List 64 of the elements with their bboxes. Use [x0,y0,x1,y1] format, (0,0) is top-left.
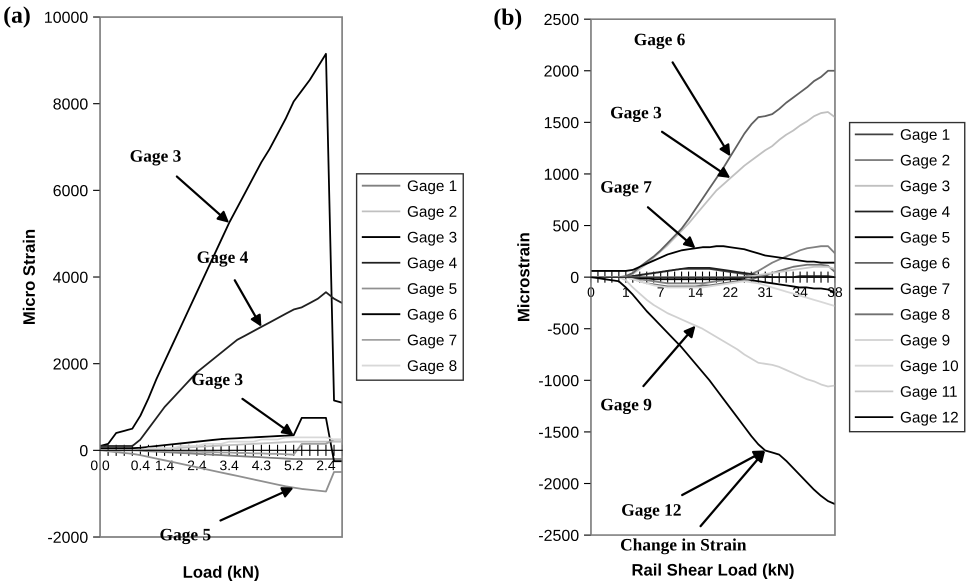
x-tick-label: 22 [723,287,738,297]
x-axis-title: Load (kN) [184,566,259,581]
x-tick-label: 3.4 [220,460,238,470]
x-tick-label: 7 [658,287,664,297]
y-tick-label: 2500 [544,14,579,26]
y-tick-label: 500 [553,220,579,232]
y-tick-label: 10000 [45,12,88,23]
legend-label: Gage 8 [900,308,950,323]
legend-label: Gage 9 [900,334,950,349]
y-tick-label: -1500 [539,426,579,438]
annotation: Gage 3 [611,106,662,122]
legend-label: Gage 3 [408,232,456,246]
annotation: Gage 6 [634,34,685,50]
y-tick-label: 0 [570,272,579,284]
x-tick-label: 0.0 [90,460,110,470]
y-tick-label: 1500 [544,116,579,128]
legend-label: Gage 6 [900,258,950,272]
annotation: Change in Strain [620,538,746,554]
legend-label: Gage 7 [900,283,950,298]
y-tick-label: 2000 [544,65,579,77]
x-tick-label: 0.4 [131,460,150,470]
y-tick-label: -2500 [539,530,579,542]
annotation: Gage 9 [601,398,652,414]
y-tick-label: 1000 [544,168,579,180]
legend-label: Gage 4 [408,257,457,272]
legend-label: Gage 1 [408,180,456,194]
legend-label: Gage 2 [408,206,456,220]
x-tick-label: 4.3 [252,460,270,470]
annotation: Gage 3 [130,150,181,166]
legend-label: Gage 1 [900,129,950,143]
x-tick-label: 2.4 [316,460,336,470]
y-tick-label: -2000 [539,478,579,490]
legend-label: Gage 4 [900,206,950,220]
chart-title: (b) [494,8,522,30]
x-tick-label: 31 [758,287,772,298]
chart-title: (a) [4,6,30,28]
legend-label: Gage 12 [900,412,958,426]
x-tick-label: 38 [828,287,842,298]
legend-label: Gage 5 [408,283,456,297]
y-tick-label: 0 [80,444,88,456]
y-tick-label: 2000 [54,358,88,370]
legend-label: Gage 2 [900,154,950,169]
x-tick-label: 14 [688,287,703,297]
annotation: Gage 7 [601,181,652,196]
y-axis-title: Micro Strain [22,230,35,324]
annotation: Gage 3 [192,374,242,389]
y-tick-label: -500 [548,323,579,335]
y-tick-label: -2000 [48,532,88,543]
legend-label: Gage 5 [900,232,950,246]
legend-label: Gage 7 [408,334,456,348]
legend-label: Gage 6 [408,308,456,323]
y-axis-title: Microstrain [517,233,530,321]
annotation: Gage 12 [622,504,681,520]
y-tick-label: -1000 [539,374,579,386]
y-tick-label: 4000 [53,272,88,283]
y-tick-label: 8000 [53,98,88,110]
y-tick-label: 6000 [54,184,88,196]
legend-label: Gage 11 [900,386,957,400]
annotation: Gage 5 [160,528,211,544]
x-axis-title: Rail Shear Load (kN) [632,563,794,580]
x-tick-label: 5.2 [284,460,303,470]
legend-label: Gage 10 [900,360,958,374]
legend-label: Gage 8 [408,360,456,374]
legend-label: Gage 3 [900,180,950,194]
